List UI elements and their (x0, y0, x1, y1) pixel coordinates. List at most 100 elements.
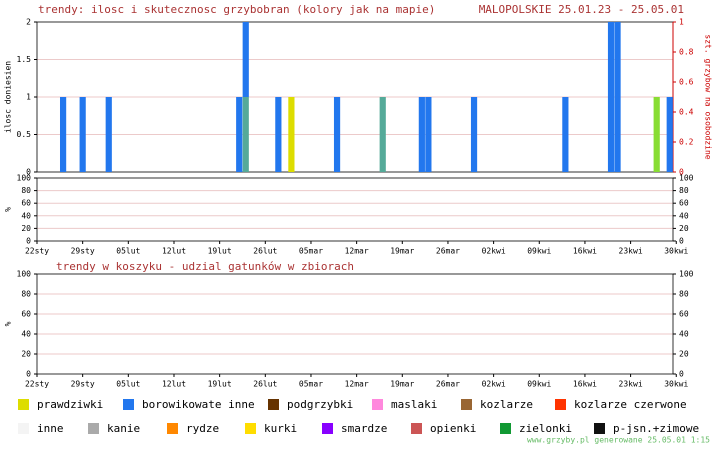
bar (236, 97, 243, 172)
y2-tick-label: 1 (679, 18, 684, 27)
legend-label: kanie (107, 422, 140, 435)
y2-tick-label: 80 (679, 186, 689, 195)
x-tick-label: 09kwi (527, 380, 551, 389)
x-tick-label: 12lut (162, 247, 186, 256)
x-tick-label: 05mar (299, 380, 323, 389)
x-tick-label: 12lut (162, 380, 186, 389)
bar (288, 97, 295, 172)
legend-swatch (322, 423, 333, 434)
y-tick-label: 80 (21, 186, 31, 195)
header-title: trendy: ilosc i skutecznosc grzybobran (… (38, 3, 435, 16)
x-tick-label: 22sty (25, 247, 49, 256)
panel-title: trendy w koszyku - udzial gatunków w zbi… (56, 260, 354, 273)
legend-swatch (123, 399, 134, 410)
x-tick-label: 30kwi (664, 247, 688, 256)
y-tick-label: 80 (21, 290, 31, 299)
bar (379, 97, 386, 172)
y2-tick-label: 40 (679, 330, 689, 339)
footer: www.grzyby.pl generowane 25.05.01 1:15 (527, 436, 710, 445)
y-tick-label: 40 (21, 211, 31, 220)
x-tick-label: 29sty (71, 380, 95, 389)
legend-swatch (88, 423, 99, 434)
legend-label: maslaki (391, 398, 437, 411)
legend-label: p-jsn.+zimowe (613, 422, 699, 435)
legend-swatch (268, 399, 279, 410)
y-tick-label: 1.5 (17, 55, 32, 64)
y2-tick-label: 60 (679, 310, 689, 319)
x-tick-label: 26mar (436, 380, 460, 389)
legend-swatch (372, 399, 383, 410)
y-axis-label: ilosc doniesien (4, 61, 13, 133)
y-tick-label: 2 (26, 18, 31, 27)
legend-swatch (500, 423, 511, 434)
y-tick-label: 1 (26, 93, 31, 102)
y2-tick-label: 40 (679, 211, 689, 220)
bar (79, 97, 86, 172)
legend-label: zielonki (519, 422, 572, 435)
x-tick-label: 30kwi (664, 380, 688, 389)
x-tick-label: 16kwi (573, 247, 597, 256)
legend-swatch (18, 423, 29, 434)
y-tick-label: 0 (26, 168, 31, 177)
bar (333, 97, 341, 172)
y-tick-label: 100 (17, 270, 32, 279)
bar (470, 97, 478, 172)
x-tick-label: 05lut (116, 247, 140, 256)
x-tick-label: 19mar (390, 247, 414, 256)
x-tick-label: 12mar (345, 247, 369, 256)
x-tick-label: 26lut (253, 380, 277, 389)
legend-label: prawdziwki (37, 398, 103, 411)
x-tick-label: 09kwi (527, 247, 551, 256)
y2-tick-label: 100 (679, 270, 694, 279)
y-tick-label: 0.5 (17, 130, 32, 139)
x-tick-label: 12mar (345, 380, 369, 389)
legend-swatch (18, 399, 29, 410)
y2-axis-label: szt. grzybow na osobodzine (704, 34, 713, 159)
y2-tick-label: 80 (679, 290, 689, 299)
y2-tick-label: 0.2 (679, 138, 694, 147)
header-region: MALOPOLSKIE 25.01.23 - 25.05.01 (479, 3, 684, 16)
y2-tick-label: 60 (679, 199, 689, 208)
y-tick-label: 20 (21, 350, 31, 359)
y2-tick-label: 0.4 (679, 108, 694, 117)
x-tick-label: 19mar (390, 380, 414, 389)
legend-label: kurki (264, 422, 297, 435)
y2-tick-label: 0.8 (679, 48, 694, 57)
y2-tick-label: 0 (679, 168, 684, 177)
x-tick-label: 05lut (116, 380, 140, 389)
bar (418, 97, 425, 172)
y2-tick-label: 0.6 (679, 78, 694, 87)
legend-swatch (167, 423, 178, 434)
plot-frame (36, 177, 674, 242)
x-tick-label: 22sty (25, 380, 49, 389)
legend-swatch (245, 423, 256, 434)
legend-swatch (555, 399, 566, 410)
y2-tick-label: 0 (679, 370, 684, 379)
x-tick-label: 26lut (253, 247, 277, 256)
y-tick-label: 40 (21, 330, 31, 339)
x-tick-label: 23kwi (619, 247, 643, 256)
bar (562, 97, 569, 172)
y2-tick-label: 20 (679, 350, 689, 359)
x-tick-label: 19lut (208, 380, 232, 389)
bar (105, 97, 112, 172)
x-tick-label: 05mar (299, 247, 323, 256)
bar (242, 22, 249, 97)
plot-frame (36, 273, 674, 375)
y-tick-label: 100 (17, 174, 32, 183)
y2-tick-label: 0 (679, 237, 684, 246)
y-tick-label: 0 (26, 370, 31, 379)
bar (425, 97, 432, 172)
y-tick-label: 0 (26, 237, 31, 246)
y-axis-label: % (4, 207, 13, 212)
legend-label: podgrzybki (287, 398, 353, 411)
legend-swatch (461, 399, 472, 410)
y-tick-label: 60 (21, 199, 31, 208)
x-tick-label: 23kwi (619, 380, 643, 389)
x-tick-label: 16kwi (573, 380, 597, 389)
legend-label: borowikowate inne (142, 398, 255, 411)
legend-label: rydze (186, 422, 219, 435)
bar (607, 22, 615, 172)
x-tick-label: 02kwi (482, 380, 506, 389)
